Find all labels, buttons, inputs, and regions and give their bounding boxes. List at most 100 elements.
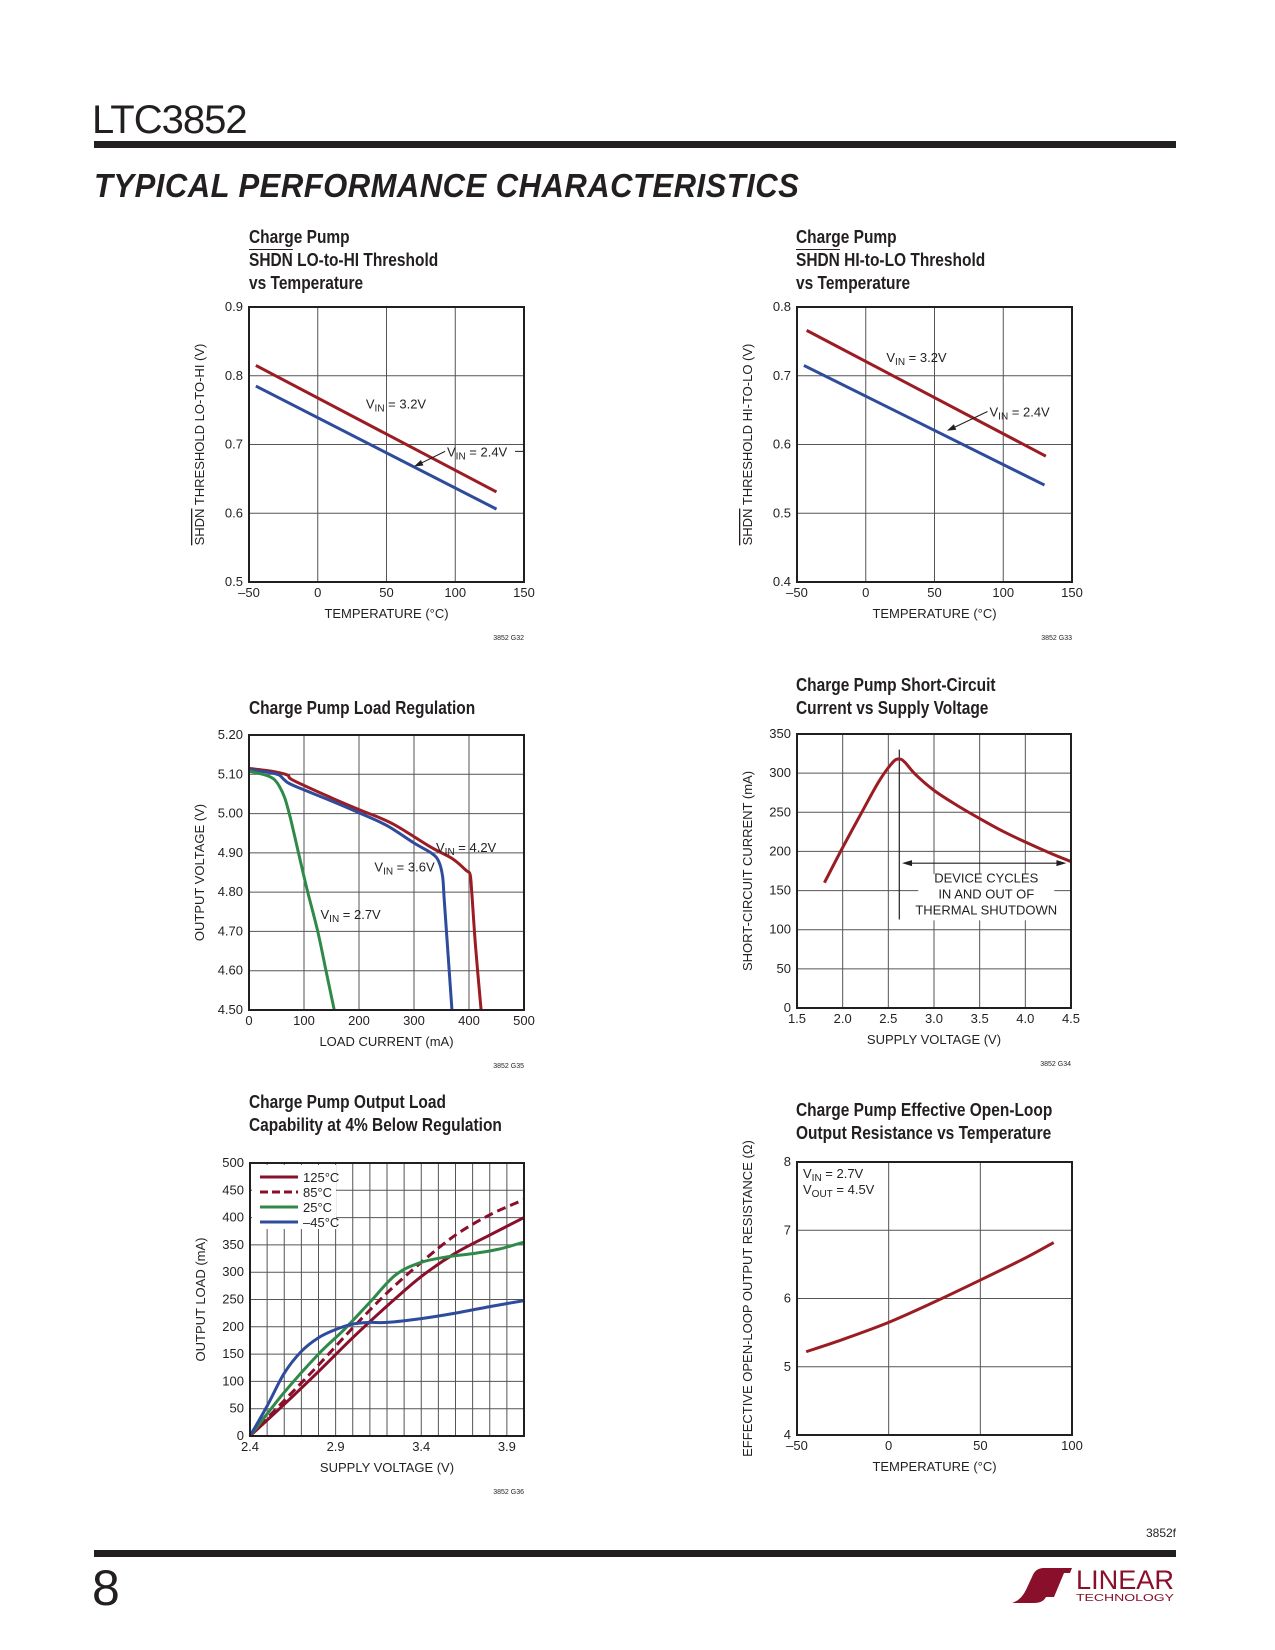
x-tick-label: 2.5 xyxy=(879,1011,897,1026)
y-tick-label: 400 xyxy=(222,1210,244,1225)
chart-title-line: Current vs Supply Voltage xyxy=(796,698,989,718)
x-tick-label: 150 xyxy=(513,585,535,600)
y-axis-label: OUTPUT VOLTAGE (V) xyxy=(192,804,207,941)
y-axis-label: OUTPUT LOAD (mA) xyxy=(193,1238,208,1362)
x-tick-label: 3.4 xyxy=(412,1439,430,1454)
y-tick-label: 500 xyxy=(222,1155,244,1170)
y-axis-label: SHORT-CIRCUIT CURRENT (mA) xyxy=(740,771,755,971)
y-tick-label: 5.00 xyxy=(218,806,243,821)
condition-label: VIN = 2.7V xyxy=(803,1166,864,1184)
y-tick-label: 5 xyxy=(784,1359,791,1374)
x-tick-label: 50 xyxy=(927,585,941,600)
chart-resistance: –50 0 50 100 4 5 6 7 8 TEMPERATURE (°C) EFFECTIVE … xyxy=(740,1140,1083,1474)
figure-code: 3852 G34 xyxy=(1040,1061,1071,1068)
y-tick-label: 100 xyxy=(769,922,791,937)
condition-label: VOUT = 4.5V xyxy=(803,1182,875,1200)
logo-mark xyxy=(1012,1568,1072,1603)
chart-g35: 0 100 200 300 400 500 4.50 4.60 4.70 4.80 4.90 5.00… xyxy=(192,727,535,1070)
conditions-backdrop xyxy=(799,1164,885,1202)
x-axis-label: TEMPERATURE (°C) xyxy=(872,1459,996,1474)
y-tick-label: 150 xyxy=(222,1346,244,1361)
series-label: VIN = 4.2V xyxy=(436,840,497,858)
x-tick-label: 100 xyxy=(992,585,1014,600)
y-tick-label: 4.80 xyxy=(218,884,243,899)
x-axis-label: SUPPLY VOLTAGE (V) xyxy=(320,1460,454,1475)
title-rest: HI-to-LO Threshold xyxy=(839,250,986,270)
chart-title-g33: Charge Pump SHDN HI-to-LO Threshold vs T… xyxy=(796,226,985,295)
thermal-annotation-line: DEVICE CYCLES xyxy=(934,871,1038,886)
series-label: VIN = 2.4V xyxy=(990,405,1051,423)
chart-title-g36: Charge Pump Output Load Capability at 4%… xyxy=(249,1091,502,1137)
plot-frame xyxy=(249,1162,525,1437)
shdn-overline: SHDN xyxy=(796,250,840,270)
logo-subtitle: TECHNOLOGY xyxy=(1076,1593,1174,1604)
header-rule xyxy=(94,141,1176,148)
x-tick-label: 300 xyxy=(403,1013,425,1028)
x-tick-label: 3.5 xyxy=(971,1011,989,1026)
thermal-annotation-line: THERMAL SHUTDOWN xyxy=(915,903,1057,918)
plot-frame xyxy=(796,733,1072,1009)
arrow-head-left xyxy=(902,860,913,867)
y-tick-label: 150 xyxy=(769,883,791,898)
y-tick-label: 4 xyxy=(784,1427,791,1442)
x-tick-label: 200 xyxy=(348,1013,370,1028)
logo-wordmark: LINEAR xyxy=(1076,1565,1174,1595)
label-arrowhead xyxy=(414,460,424,467)
x-tick-label: 50 xyxy=(973,1438,987,1453)
series-line xyxy=(823,757,1072,884)
y-tick-label: 7 xyxy=(784,1222,791,1237)
y-tick-label: 5.20 xyxy=(218,727,243,742)
footer-rule xyxy=(94,1550,1176,1557)
y-tick-label: 300 xyxy=(222,1264,244,1279)
y-tick-label: 50 xyxy=(777,961,791,976)
legend: 125°C85°C25°C–45°C xyxy=(252,1165,339,1230)
chart-title-line: Output Resistance vs Temperature xyxy=(796,1123,1052,1143)
label-leader xyxy=(953,411,988,429)
x-tick-label: 0 xyxy=(314,585,321,600)
title-rest: LO-to-HI Threshold xyxy=(292,250,439,270)
x-tick-label: 50 xyxy=(379,585,393,600)
label-arrowhead xyxy=(946,424,957,431)
series-line xyxy=(248,769,336,1011)
y-tick-label: 200 xyxy=(769,843,791,858)
x-tick-label: 2.0 xyxy=(834,1011,852,1026)
x-tick-label: 4.5 xyxy=(1062,1011,1080,1026)
x-tick-label: –50 xyxy=(786,585,808,600)
y-tick-label: 0.4 xyxy=(773,574,791,589)
part-number: LTC3852 xyxy=(92,98,248,142)
y-tick-label: 0.7 xyxy=(225,437,243,452)
chart-g33: –50 0 50 100 150 0.4 0.5 0.6 0.7 0.8 TEMPERATURE (… xyxy=(740,299,1083,642)
x-tick-label: 2.4 xyxy=(241,1439,259,1454)
x-tick-label: 400 xyxy=(458,1013,480,1028)
chart-title-g35: Charge Pump Load Regulation xyxy=(249,697,475,720)
chart-title-line: Charge Pump xyxy=(249,227,350,247)
page-number: 8 xyxy=(92,1560,120,1616)
chart-title-line: SHDN HI-to-LO Threshold xyxy=(796,249,985,272)
y-tick-label: 250 xyxy=(222,1292,244,1307)
y-tick-label: 4.90 xyxy=(218,845,243,860)
x-axis-label: TEMPERATURE (°C) xyxy=(324,606,448,621)
y-tick-label: 250 xyxy=(769,804,791,819)
series-line xyxy=(805,329,1047,458)
chart-title-line: vs Temperature xyxy=(249,273,364,293)
plot-frame xyxy=(796,1161,1073,1436)
chart-g34: 1.5 2.0 2.5 3.0 3.5 4.0 4.5 0 50 100 150 200 250 300 3… xyxy=(740,726,1080,1068)
shdn-overline: SHDN xyxy=(249,250,293,270)
x-tick-label: 100 xyxy=(444,585,466,600)
plot-frame xyxy=(248,306,525,583)
chart-title-line: Charge Pump Short-Circuit xyxy=(796,675,996,695)
chart-title-line: Capability at 4% Below Regulation xyxy=(249,1115,502,1135)
chart-title-g34: Charge Pump Short-Circuit Current vs Sup… xyxy=(796,674,996,720)
legend-label: 85°C xyxy=(303,1185,332,1200)
x-tick-label: 100 xyxy=(1061,1438,1083,1453)
y-tick-label: 0 xyxy=(784,1000,791,1015)
y-tick-label: 0.7 xyxy=(773,368,791,383)
y-tick-label: 0 xyxy=(237,1428,244,1443)
y-tick-label: 0.8 xyxy=(773,299,791,314)
y-tick-label: 350 xyxy=(222,1237,244,1252)
x-tick-label: 500 xyxy=(513,1013,535,1028)
plot-frame xyxy=(796,306,1073,583)
chart-g32: –50 0 50 100 150 0.5 0.6 0.7 0.8 0.9 TEMPERATURE (… xyxy=(192,299,535,642)
series-line xyxy=(255,384,498,511)
x-tick-label: 0 xyxy=(885,1438,892,1453)
